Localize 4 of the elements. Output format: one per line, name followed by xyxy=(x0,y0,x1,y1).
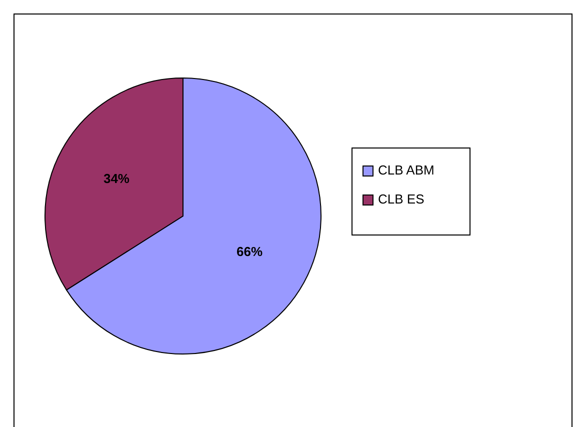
legend-label: CLB ABM xyxy=(378,162,434,178)
legend-label: CLB ES xyxy=(378,191,425,206)
data-label: 34% xyxy=(103,170,130,186)
data-label: 66% xyxy=(236,244,263,260)
